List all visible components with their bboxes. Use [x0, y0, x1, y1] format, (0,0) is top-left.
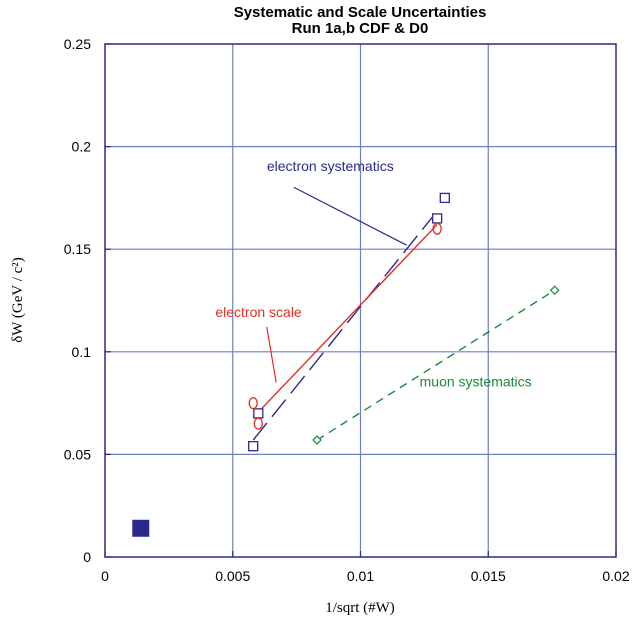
fit-lines: [252, 213, 556, 441]
y-tick-label: 0.15: [64, 241, 91, 257]
data-point: [253, 408, 264, 419]
annotation-leader: [266, 326, 277, 383]
x-tick-label: 0.015: [471, 568, 506, 584]
grid: [105, 44, 616, 557]
annotation-leaders: [266, 186, 407, 383]
x-tick-label: 0.005: [215, 568, 250, 584]
y-tick-label: 0.05: [64, 446, 91, 462]
fit-line: [252, 224, 438, 418]
y-axis-label: δW (GeV / c²): [10, 257, 26, 343]
data-point: [432, 222, 442, 235]
y-tick-label: 0.25: [64, 36, 91, 52]
data-points: [132, 192, 560, 537]
fit-line: [316, 289, 556, 441]
data-point: [248, 441, 259, 452]
data-point: [439, 192, 450, 204]
y-tick-label: 0.2: [72, 139, 92, 155]
y-tick-label: 0: [83, 549, 91, 565]
annotation-leader: [293, 186, 407, 246]
annotation-label: electron systematics: [267, 158, 394, 174]
annotations: electron systematics electron scale muon s…: [215, 158, 531, 389]
chart-subtitle: Run 1a,b CDF & D0: [292, 20, 429, 37]
data-point: [132, 519, 150, 537]
x-tick-label: 0.02: [602, 568, 629, 584]
data-point: [431, 213, 443, 224]
data-point: [253, 417, 263, 430]
y-tick-label: 0.1: [72, 344, 92, 360]
axis-ticks: 0 0.005 0.01 0.015 0.02 0 0.05 0.1 0.15 0.2 0.25: [64, 36, 630, 584]
chart-title: Systematic and Scale Uncertainties: [234, 4, 487, 21]
annotation-label: muon systematics: [420, 374, 532, 390]
data-point: [549, 285, 560, 296]
x-tick-label: 0.01: [347, 568, 374, 584]
annotation-label: electron scale: [215, 304, 302, 320]
x-tick-label: 0: [101, 568, 109, 584]
x-axis-label: 1/sqrt (#W): [325, 600, 395, 616]
data-point: [248, 396, 258, 410]
data-point: [312, 435, 322, 445]
fit-line: [252, 213, 436, 441]
